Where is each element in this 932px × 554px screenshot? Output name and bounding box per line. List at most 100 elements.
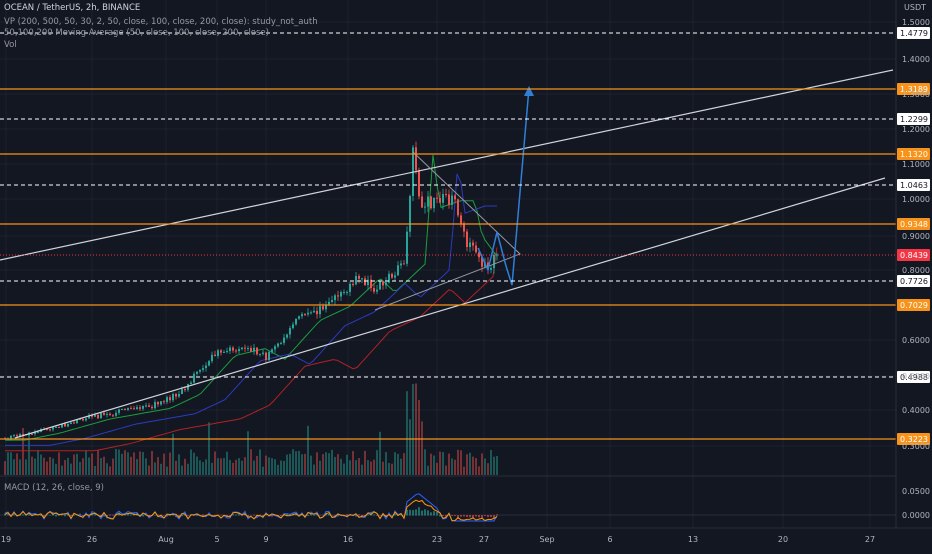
volume-bar <box>379 431 381 475</box>
candle-body <box>358 276 360 279</box>
candle-body <box>304 314 306 316</box>
candle-body <box>253 347 255 352</box>
trend-drawings[interactable] <box>0 69 894 439</box>
candle-body <box>10 435 12 439</box>
candle-body <box>469 242 471 248</box>
volume-bar <box>490 450 492 475</box>
macd-histogram-bar <box>112 514 114 516</box>
volume-bar <box>376 450 378 475</box>
ma-legend[interactable]: 50,100,200 Moving Average (50, close, 10… <box>4 28 269 38</box>
candle-body <box>196 371 198 374</box>
candle-body <box>16 435 18 437</box>
candle-body <box>208 361 210 366</box>
macd-histogram-bar <box>73 515 75 516</box>
macd-histogram-bar <box>253 514 255 516</box>
volume-bar <box>466 454 468 475</box>
volume-bar <box>58 452 60 475</box>
macd-histogram-bar <box>109 514 111 516</box>
candle-body <box>220 350 222 353</box>
vol-legend[interactable]: Vol <box>4 40 17 50</box>
macd-histogram-bar <box>187 515 189 516</box>
macd-legend[interactable]: MACD (12, 26, close, 9) <box>4 483 104 493</box>
candle-body <box>415 147 417 171</box>
price-tag-label: 1.2299 <box>900 115 928 124</box>
candle-body <box>343 291 345 293</box>
volume-bar <box>52 458 54 475</box>
price-tag-box <box>897 433 930 445</box>
volume-bar <box>454 459 456 475</box>
macd-pane[interactable] <box>0 493 896 522</box>
volume-bar <box>199 460 201 475</box>
volume-bar <box>328 453 330 475</box>
volume-bar <box>358 458 360 475</box>
candle-body <box>436 197 438 199</box>
price-tag-label: 0.7726 <box>900 277 928 286</box>
price-tick-label: 0.3000 <box>902 442 930 451</box>
ma200-line <box>5 247 498 452</box>
price-tag-box <box>897 249 930 261</box>
macd-histogram-bar <box>334 515 336 517</box>
volume-bar <box>304 453 306 475</box>
candle-body <box>136 407 138 410</box>
macd-histogram-bar <box>322 514 324 516</box>
volume-bars <box>4 383 498 475</box>
vp-legend[interactable]: VP (200, 500, 50, 30, 2, 50, close, 100,… <box>4 17 318 27</box>
candle-body <box>271 349 273 352</box>
macd-histogram-bar <box>382 515 384 517</box>
candle-body <box>46 429 48 431</box>
price-tick-label: 1.5000 <box>902 18 930 27</box>
volume-bar <box>469 452 471 475</box>
candle-body <box>352 283 354 285</box>
macd-histogram-bar <box>391 515 393 516</box>
candle-body <box>454 195 456 200</box>
price-tag-box <box>897 371 930 383</box>
macd-histogram-bar <box>331 515 333 516</box>
volume-bar <box>46 461 48 475</box>
volume-bar <box>31 456 33 475</box>
candle-body <box>241 347 243 350</box>
volume-bar <box>127 452 129 475</box>
volume-bar <box>280 460 282 475</box>
candle-body <box>187 384 189 390</box>
candle-body <box>190 382 192 385</box>
macd-histogram-bar <box>490 515 492 517</box>
macd-histogram-bar <box>460 515 462 517</box>
candle-body <box>442 194 444 203</box>
volume-bar <box>286 454 288 475</box>
candle-body <box>265 352 267 361</box>
price-tick-label: 1.3000 <box>902 90 930 99</box>
candle-body <box>22 434 24 436</box>
candle-body <box>202 368 204 370</box>
volume-bar <box>457 449 459 475</box>
volume-bar <box>70 463 72 475</box>
volume-bar <box>88 457 90 475</box>
symbol-legend[interactable]: OCEAN / TetherUS, 2h, BINANCE <box>4 3 141 13</box>
macd-histogram-bar <box>481 515 483 519</box>
candle-body <box>232 347 234 351</box>
candle-body <box>355 276 357 285</box>
volume-bar <box>163 453 165 475</box>
volume-bar <box>82 458 84 475</box>
volume-bar <box>43 457 45 475</box>
volume-bar <box>148 465 150 475</box>
macd-histogram-bar <box>346 514 348 516</box>
volume-bar <box>79 462 81 475</box>
volume-bar <box>214 451 216 475</box>
volume-bar <box>190 449 192 475</box>
price-tag-box <box>897 27 930 39</box>
macd-histogram-bar <box>82 515 84 517</box>
volume-bar <box>220 458 222 475</box>
projection-path <box>477 87 530 286</box>
volume-bar <box>367 460 369 475</box>
moving-averages <box>5 154 498 452</box>
volume-bar <box>493 456 495 475</box>
macd-histogram-bar <box>250 515 252 516</box>
candle-body <box>301 314 303 317</box>
candle-body <box>211 354 213 362</box>
candle-body <box>142 405 144 409</box>
horizontal-levels[interactable]: 1.4779 1.3189 1.2299 1.1320 1.0463 0.9348 0.84… <box>0 27 930 445</box>
volume-bar <box>250 449 252 475</box>
macd-histogram-bar <box>301 514 303 516</box>
